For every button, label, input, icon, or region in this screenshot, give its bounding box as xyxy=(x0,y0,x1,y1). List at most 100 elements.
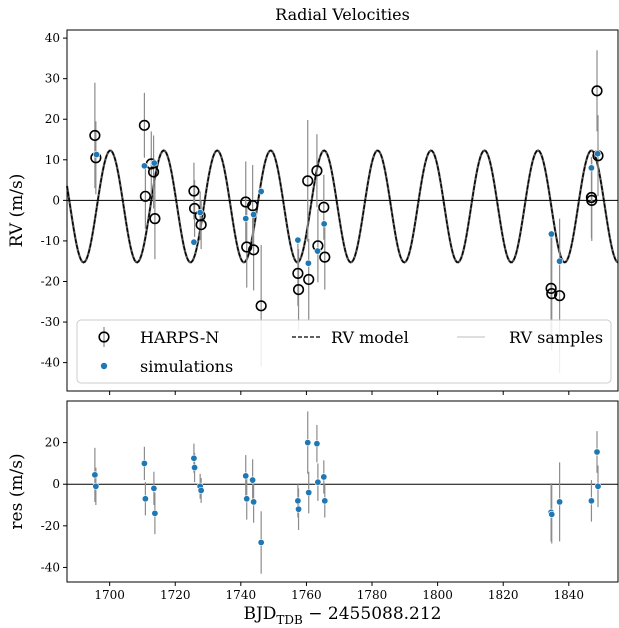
simulation-point xyxy=(242,215,250,223)
rv-model-line xyxy=(66,149,619,264)
rv-y-tick-label: -20 xyxy=(41,274,60,288)
chart-title: Radial Velocities xyxy=(275,5,410,24)
residual-point xyxy=(91,471,99,479)
residual-point xyxy=(151,509,159,517)
residual-point xyxy=(313,440,321,448)
residual-point xyxy=(141,495,149,503)
residual-point xyxy=(197,486,205,494)
harps-point xyxy=(545,282,557,294)
simulation-point xyxy=(587,164,595,172)
harps-point xyxy=(147,166,160,178)
simulation-point xyxy=(547,230,555,238)
residual-point xyxy=(304,439,312,447)
rv-samples-line xyxy=(65,149,619,264)
res-x-tick-label: 1720 xyxy=(160,588,191,602)
residual-point xyxy=(294,497,302,505)
residual-point xyxy=(190,454,198,462)
x-axis-label: BJDTDB − 2455088.212 xyxy=(243,604,441,627)
simulation-point xyxy=(556,257,564,265)
harps-point xyxy=(248,244,260,256)
res-x-tick-label: 1740 xyxy=(226,588,257,602)
rv-y-tick-label: -40 xyxy=(41,356,60,370)
harps-point xyxy=(311,165,323,177)
harps-point xyxy=(188,185,200,197)
residual-point xyxy=(594,482,602,490)
harps-point xyxy=(546,288,558,300)
rv-axes-frame xyxy=(66,29,619,392)
simulation-point xyxy=(257,187,265,195)
simulation-point xyxy=(140,162,148,170)
simulation-point xyxy=(594,150,602,158)
res-y-tick-label: 20 xyxy=(45,436,60,450)
res-x-tick-label: 1780 xyxy=(357,588,388,602)
legend-box xyxy=(76,319,612,384)
residual-point xyxy=(140,459,148,467)
rv-y-tick-label: 0 xyxy=(52,193,60,207)
harps-point xyxy=(138,119,151,131)
res-y-axis-label: res (m/s) xyxy=(7,453,27,529)
residuals-axes-frame xyxy=(66,400,619,583)
residual-point xyxy=(556,498,564,506)
simulation-point xyxy=(304,259,312,267)
simulation-point xyxy=(150,159,158,167)
harps-point xyxy=(188,202,201,215)
residual-point xyxy=(548,510,556,518)
legend-simulations-label: simulations xyxy=(140,357,233,376)
res-x-tick-label: 1760 xyxy=(291,588,322,602)
legend-samples-label: RV samples xyxy=(509,328,603,347)
x-axis-label-sub: TDB xyxy=(276,613,303,627)
residual-point xyxy=(321,497,329,505)
res-x-tick-label: 1700 xyxy=(94,588,125,602)
harps-point xyxy=(149,213,161,225)
harps-point xyxy=(554,290,566,302)
residual-point xyxy=(320,473,328,481)
res-y-tick-label: 0 xyxy=(52,477,60,491)
res-x-tick-label: 1800 xyxy=(422,588,453,602)
harps-point xyxy=(241,241,253,253)
rv-panel: Radial Velocities -40 -30 -20 -10 0 10 20 30 40 RV… xyxy=(7,5,619,395)
simulation-point xyxy=(314,247,322,255)
res-y-tick-label: -40 xyxy=(41,560,60,574)
rv-y-tick-label: 20 xyxy=(45,112,60,126)
harps-point xyxy=(195,219,207,231)
residual-point xyxy=(249,476,257,484)
rv-y-tick-label: 10 xyxy=(45,153,60,167)
residual-point xyxy=(150,484,158,492)
residual-point xyxy=(242,472,250,480)
rv-y-tick-label: 40 xyxy=(45,31,60,45)
harps-point xyxy=(255,300,267,312)
harps-point xyxy=(586,194,598,206)
x-axis-label-main: BJD xyxy=(243,604,276,624)
residual-point xyxy=(305,489,313,497)
residual-point xyxy=(295,505,303,513)
harps-point xyxy=(302,175,314,187)
harps-point xyxy=(247,200,259,212)
simulation-point xyxy=(93,151,101,159)
legend-harps-label: HARPS-N xyxy=(140,328,219,347)
residual-point xyxy=(587,497,595,505)
simulation-point xyxy=(190,238,198,246)
legend-model-label: RV model xyxy=(331,328,409,347)
legend-harps-marker xyxy=(98,331,110,343)
harps-point xyxy=(139,190,151,202)
harps-point xyxy=(89,129,101,142)
legend-simulations-marker xyxy=(100,362,108,370)
simulation-point xyxy=(250,211,258,219)
simulation-point xyxy=(294,236,302,244)
residual-point xyxy=(593,448,601,456)
residual-point xyxy=(191,464,199,472)
rv-y-tick-label: -10 xyxy=(41,234,60,248)
res-x-tick-label: 1820 xyxy=(488,588,519,602)
harps-point xyxy=(292,267,304,279)
legend: HARPS-N RV model RV samples simulations xyxy=(76,319,612,384)
residuals-panel: -40 -20 0 20 1700 1720 1740 1760 1780 1800 1820 184… xyxy=(7,400,619,627)
harps-point xyxy=(591,85,603,97)
residual-point xyxy=(92,482,100,490)
rv-y-tick-label: -30 xyxy=(41,315,60,329)
harps-point xyxy=(292,283,305,296)
x-axis-label-suffix: − 2455088.212 xyxy=(303,604,442,624)
res-y-tick-label: -20 xyxy=(41,519,60,533)
res-x-tick-label: 1840 xyxy=(554,588,585,602)
simulation-point xyxy=(196,209,204,217)
